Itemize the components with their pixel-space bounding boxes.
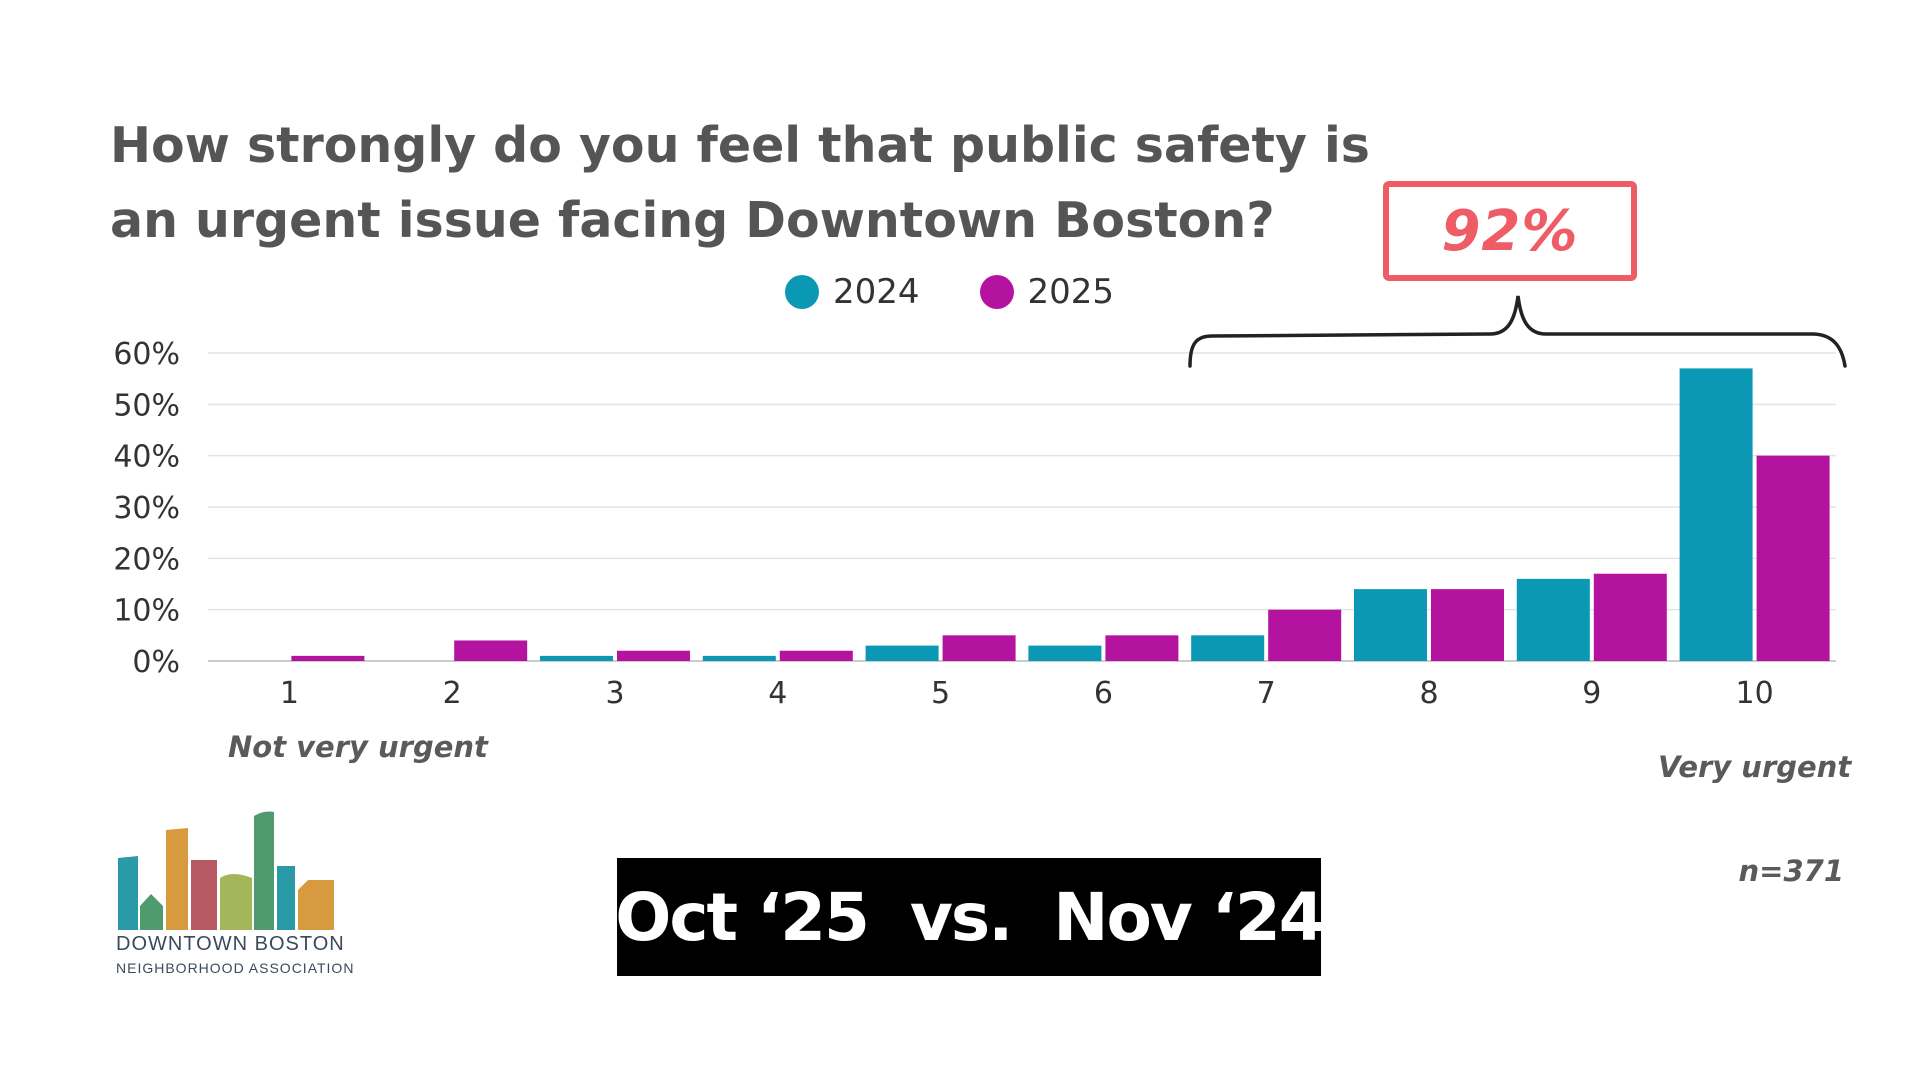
x-tick-label: 5 (931, 676, 950, 711)
chart-title: How strongly do you feel that public saf… (110, 108, 1410, 258)
chart-title-line-2: an urgent issue facing Downtown Boston? (110, 192, 1275, 249)
x-tick-label: 1 (280, 676, 299, 711)
bar-2025-2 (454, 640, 528, 661)
legend-item-2024: 2024 (785, 272, 920, 312)
legend-label-2024: 2024 (833, 272, 920, 312)
sample-size-label: n=371 (1738, 854, 1844, 888)
y-tick-label: 10% (113, 594, 180, 629)
y-tick-labels: 0% 10% 20% 30% 40% 50% 60% (113, 337, 180, 680)
logo-building-1 (118, 856, 138, 930)
x-tick-label: 2 (443, 676, 462, 711)
legend-item-2025: 2025 (979, 272, 1115, 312)
y-tick-label: 60% (113, 337, 180, 372)
annotation-callout: 92% (1383, 181, 1637, 281)
bar-2025-5 (942, 635, 1016, 661)
gridlines (208, 352, 1836, 662)
bar-2025-9 (1593, 573, 1667, 661)
y-tick-label: 20% (113, 542, 180, 577)
organization-logo (118, 811, 334, 930)
chart-legend: 2024 2025 (785, 272, 1114, 312)
bars (291, 368, 1830, 661)
x-tick-label: 10 (1736, 676, 1774, 711)
x-tick-label: 8 (1419, 676, 1438, 711)
bar-2024-3 (540, 655, 613, 661)
x-tick-label: 4 (768, 676, 787, 711)
x-tick-label: 7 (1257, 676, 1276, 711)
legend-swatch-2024 (785, 275, 819, 309)
logo-building-7 (277, 866, 295, 930)
bar-2025-8 (1431, 589, 1504, 661)
bar-2025-1 (291, 655, 365, 661)
x-tick-label: 6 (1094, 676, 1113, 711)
bar-2024-5 (865, 645, 939, 661)
comparison-banner: Oct ‘25 vs. Nov ‘24 (615, 858, 1325, 976)
logo-building-8 (298, 880, 334, 930)
y-tick-label: 50% (113, 388, 180, 423)
bar-2025-10 (1756, 455, 1830, 661)
y-tick-label: 30% (113, 491, 180, 526)
logo-building-2 (140, 894, 163, 930)
bar-2024-4 (702, 655, 776, 661)
bar-2025-4 (779, 650, 853, 661)
logo-building-3 (166, 828, 188, 930)
chart-title-line-1: How strongly do you feel that public saf… (110, 117, 1370, 174)
y-tick-label: 40% (113, 440, 180, 475)
x-tick-labels: 1 2 3 4 5 6 7 8 9 10 (280, 676, 1774, 711)
bar-2024-9 (1516, 578, 1590, 661)
legend-label-2025: 2025 (1027, 272, 1115, 312)
bar-2025-7 (1268, 609, 1342, 661)
low-scale-label: Not very urgent (228, 730, 488, 764)
bar-2024-8 (1354, 589, 1427, 661)
comparison-banner-text: Oct ‘25 vs. Nov ‘24 (615, 878, 1324, 956)
logo-building-6 (254, 811, 274, 930)
logo-name-line-1: DOWNTOWN BOSTON (116, 933, 345, 955)
x-tick-label: 3 (605, 676, 624, 711)
bar-2024-7 (1191, 635, 1265, 661)
y-tick-label: 0% (132, 645, 180, 680)
logo-building-4 (191, 860, 217, 930)
bracket-annotation (1188, 295, 1847, 368)
logo-name-line-2: NEIGHBORHOOD ASSOCIATION (116, 960, 355, 976)
annotation-value: 92% (1441, 198, 1579, 264)
bar-2024-6 (1028, 645, 1102, 661)
bar-2025-3 (617, 650, 690, 661)
bar-2024-10 (1679, 368, 1753, 661)
legend-swatch-2025 (979, 275, 1014, 309)
logo-building-5 (220, 874, 252, 930)
bar-2025-6 (1105, 635, 1179, 661)
high-scale-label: Very urgent (1658, 750, 1852, 784)
x-tick-label: 9 (1582, 676, 1601, 711)
